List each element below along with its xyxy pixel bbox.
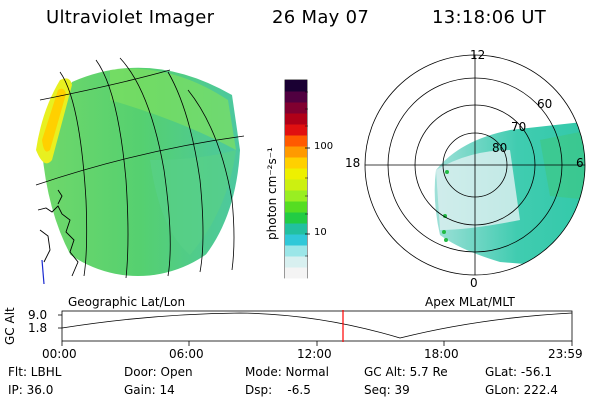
geographic-grid <box>35 57 245 279</box>
colorbar-band <box>285 157 307 169</box>
polar-image <box>434 120 585 270</box>
info-mode: Mode: Normal <box>245 365 329 379</box>
colorbar-band <box>285 190 307 202</box>
coastline-blue <box>41 259 45 285</box>
colorbar <box>284 79 310 279</box>
time-tick-0600: 06:00 <box>169 347 204 361</box>
colorbar-band <box>285 256 307 268</box>
mlat-label-80: 80 <box>492 141 508 155</box>
info-gain: Gain: 14 <box>124 383 175 397</box>
info-glon: GLon: 222.4 <box>485 383 558 397</box>
info-door: Door: Open <box>124 365 193 379</box>
info-seq: Seq: 39 <box>364 383 410 397</box>
left-panel-caption: Geographic Lat/Lon <box>68 295 186 309</box>
coastline <box>37 189 79 277</box>
time-tick-0000: 00:00 <box>42 347 77 361</box>
time-tick-1800: 18:00 <box>424 347 459 361</box>
polar-grid <box>364 54 586 276</box>
colorbar-band <box>285 124 307 136</box>
mlt-label-0: 0 <box>470 276 478 290</box>
colorbar-band <box>285 102 307 114</box>
altitude-plot <box>58 310 573 346</box>
info-ip: IP: 36.0 <box>8 383 54 397</box>
date-label: 26 May 07 <box>272 7 370 28</box>
mlat-label-70: 70 <box>511 120 527 134</box>
instrument-title: Ultraviolet Imager <box>46 7 215 28</box>
colorbar-band <box>285 146 307 158</box>
time-label: 13:18:06 UT <box>432 7 547 28</box>
colorbar-band <box>285 234 307 246</box>
colorbar-band <box>285 80 307 92</box>
alt-tick-high: 9.0 <box>28 308 48 322</box>
colorbar-band <box>285 212 307 224</box>
info-glat: GLat: -56.1 <box>485 365 552 379</box>
colorbar-tick-100: 100 <box>314 141 334 152</box>
colorbar-band <box>285 91 307 103</box>
colorbar-tick-10: 10 <box>314 227 327 238</box>
mlt-label-12: 12 <box>470 48 486 62</box>
altitude-axis-label: GC Alt <box>3 307 17 345</box>
info-dsp: Dsp: -6.5 <box>245 383 311 397</box>
right-panel-caption: Apex MLat/MLT <box>425 295 515 309</box>
colorbar-band <box>285 223 307 235</box>
geographic-image <box>36 67 240 276</box>
colorbar-band <box>285 179 307 191</box>
info-flt: Flt: LBHL <box>8 365 62 379</box>
colorbar-band <box>285 135 307 147</box>
colorbar-band <box>285 201 307 213</box>
time-tick-2359: 23:59 <box>548 347 583 361</box>
colorbar-band <box>285 113 307 125</box>
time-tick-1200: 12:00 <box>297 347 332 361</box>
info-gc-alt: GC Alt: 5.7 Re <box>364 365 448 379</box>
alt-tick-low: 1.8 <box>28 321 48 335</box>
colorbar-band <box>285 245 307 257</box>
mlat-label-60: 60 <box>537 97 553 111</box>
mlt-label-18: 18 <box>345 156 361 170</box>
colorbar-label: photon cm⁻²s⁻¹ <box>265 147 279 240</box>
mlt-label-6: 6 <box>576 156 584 170</box>
colorbar-band <box>285 168 307 180</box>
colorbar-band <box>285 267 307 279</box>
